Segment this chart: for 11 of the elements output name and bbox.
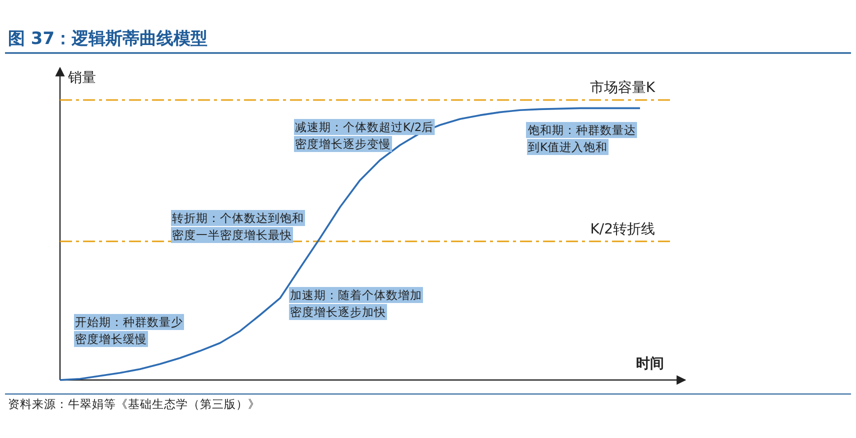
annotation: 饱和期：种群数量达到K值进入饱和 bbox=[527, 123, 636, 154]
annotation: 开始期：种群数量少密度增长缓慢 bbox=[75, 315, 183, 346]
annotation: 减速期：个体数超过K/2后密度增长逐步变慢 bbox=[295, 120, 434, 151]
ref-line-label: 市场容量K bbox=[590, 80, 656, 96]
ref-line-label: K/2转折线 bbox=[590, 221, 655, 238]
annotation: 转折期：个体数达到饱和密度一半密度增长最快 bbox=[172, 211, 304, 242]
y-axis-title: 销量 bbox=[67, 70, 96, 86]
x-axis-title: 时间 bbox=[636, 356, 664, 372]
chart-title: 图 37：逻辑斯蒂曲线模型 bbox=[8, 29, 208, 49]
text: 资料来源：牛翠娟等《基础生态学（第三版）》 bbox=[8, 397, 260, 411]
annotation: 加速期：随着个体数增加密度增长逐步加快 bbox=[290, 288, 422, 319]
